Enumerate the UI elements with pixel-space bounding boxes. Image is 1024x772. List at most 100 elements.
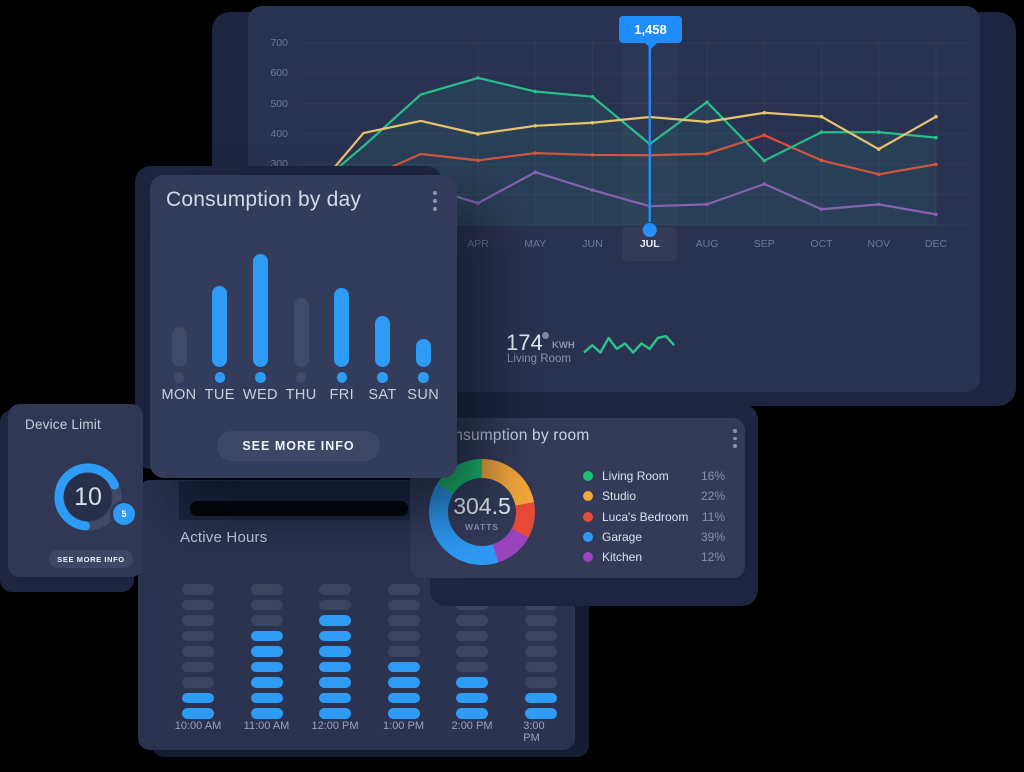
active-pill-off [182, 615, 214, 626]
day-bar-sun [415, 339, 431, 367]
active-pill-off [250, 615, 283, 626]
legend-percent: 22% [700, 489, 725, 504]
active-pill-off [387, 615, 420, 626]
time-label: 1:00 PM [383, 720, 424, 732]
legend-label: Living Room [602, 469, 669, 483]
legend-percent: 39% [700, 529, 725, 544]
day-bar-sat [375, 316, 390, 367]
series-point-green [819, 130, 824, 134]
legend-label: Garage [602, 529, 643, 544]
device-see-more-button[interactable]: SEE MORE INFO [49, 550, 133, 568]
day-bar-dot-fri [336, 372, 348, 383]
active-pill-on [182, 708, 214, 719]
room-donut-center: 304.5 WATTS [448, 478, 516, 546]
legend-dot-3 [583, 531, 593, 542]
series-point-red [705, 151, 709, 156]
series-point-green [590, 94, 595, 99]
active-pill-off [387, 584, 420, 595]
series-point-red [819, 158, 824, 163]
active-pill-off [250, 599, 283, 610]
active-pill-off [524, 661, 557, 672]
active-pill-off [456, 646, 488, 657]
series-point-green [876, 130, 881, 134]
legend-percent: 16% [700, 469, 725, 483]
kwh-sparkline [583, 334, 676, 354]
tooltip-axis-dot [642, 223, 657, 237]
series-point-purple [819, 207, 824, 212]
selected-month-chip [622, 227, 677, 261]
active-pill-on [319, 677, 351, 688]
month-label-jul[interactable]: JUL [639, 238, 660, 250]
legend-dot-0 [583, 471, 593, 481]
time-label: 12:00 PM [311, 720, 359, 732]
device-limit-badge: 5 [113, 503, 135, 525]
series-point-yellow [934, 114, 938, 119]
active-pill-on [524, 692, 557, 703]
day-bar-dot-tue [214, 372, 225, 383]
month-label-oct[interactable]: OCT [810, 238, 833, 250]
active-pill-off [182, 584, 214, 595]
series-point-yellow [876, 147, 881, 151]
active-pill-on [387, 661, 420, 672]
active-pill-on [319, 692, 351, 703]
series-point-green [476, 76, 480, 80]
day-label-thu: THU [285, 387, 317, 403]
day-see-more-button[interactable]: SEE MORE INFO [217, 431, 380, 461]
series-point-green [762, 158, 767, 163]
series-point-purple [476, 201, 480, 205]
month-label-jun[interactable]: JUN [582, 238, 603, 250]
series-point-yellow [590, 120, 595, 125]
active-pill-off [524, 630, 557, 641]
active-pill-off [182, 677, 214, 688]
kwh-label: Living Room [507, 353, 571, 365]
series-point-purple [590, 188, 595, 192]
active-pill-off [456, 661, 488, 672]
y-tick-label: 500 [270, 97, 288, 110]
room-center-unit: WATTS [464, 521, 500, 532]
month-label-aug[interactable]: AUG [695, 238, 719, 250]
legend-label: Luca's Bedroom [602, 509, 689, 524]
series-point-purple [876, 202, 881, 207]
chart-tooltip: 1,458 [619, 16, 682, 49]
month-label-sep[interactable]: SEP [753, 238, 775, 250]
active-pill-on [250, 646, 283, 657]
series-point-yellow [762, 110, 767, 115]
active-pill-off [387, 599, 420, 610]
day-label-fri: FRI [329, 387, 355, 403]
series-point-red [533, 151, 538, 155]
device-limit-card: Device Limit 10 5 SEE MORE INFO [8, 404, 143, 577]
day-label-sat: SAT [368, 387, 397, 403]
consumption-by-day-card: Consumption by day MON TUE WED THU FRI SAT SUN… [150, 175, 457, 478]
active-pill-off [456, 630, 488, 641]
day-card-menu-icon[interactable] [433, 191, 437, 211]
month-label-dec[interactable]: DEC [924, 238, 948, 250]
active-pill-on [387, 708, 420, 719]
active-pill-off [319, 584, 351, 595]
active-pill-on [319, 646, 351, 657]
active-pill-off [456, 615, 488, 626]
active-pill-on [319, 615, 351, 626]
legend-percent: 11% [701, 509, 725, 524]
device-limit-ring [54, 463, 122, 531]
legend-dot-2 [583, 511, 593, 522]
series-point-red [934, 162, 938, 167]
series-point-yellow [705, 120, 709, 124]
time-label: 11:00 AM [243, 720, 290, 732]
active-pill-on [250, 661, 283, 672]
active-pill-on [250, 630, 283, 641]
series-point-purple [762, 182, 767, 186]
day-label-sun: SUN [407, 387, 440, 403]
month-label-apr[interactable]: APR [467, 238, 489, 250]
y-tick-label: 600 [270, 67, 288, 80]
active-pill-off [387, 646, 420, 657]
active-pill-off [250, 584, 283, 595]
room-card-menu-icon[interactable] [733, 429, 737, 448]
active-pill-off [387, 630, 420, 641]
legend-label: Studio [602, 489, 637, 504]
device-limit-title: Device Limit [25, 417, 101, 432]
day-bar-thu [293, 298, 309, 367]
day-bar-dot-mon [173, 372, 185, 383]
legend-percent: 12% [700, 550, 725, 565]
month-label-nov[interactable]: NOV [867, 238, 891, 250]
month-label-may[interactable]: MAY [524, 238, 547, 250]
